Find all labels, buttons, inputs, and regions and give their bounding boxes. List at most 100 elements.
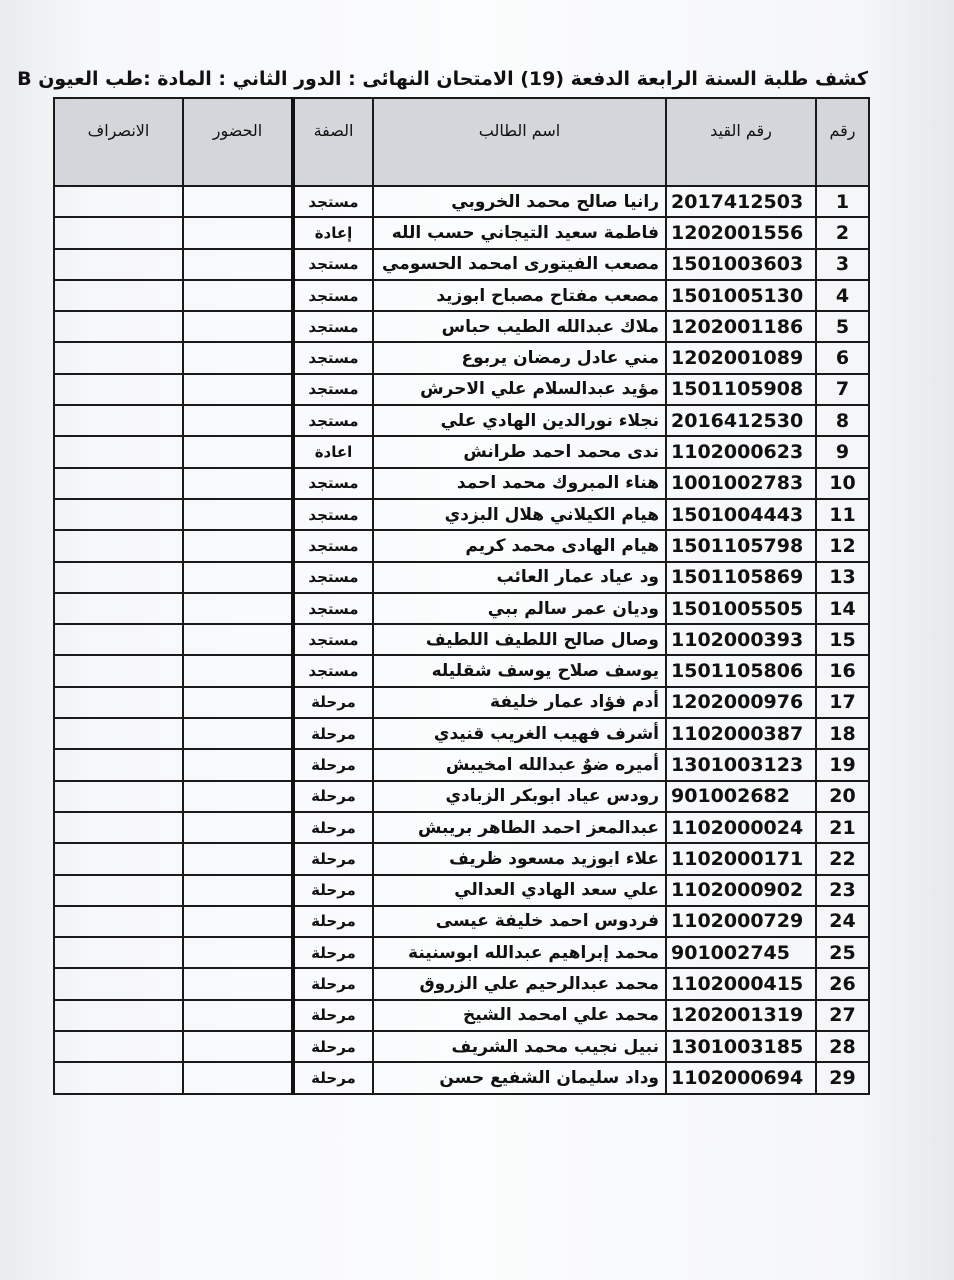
departure-cell <box>53 717 184 751</box>
table-row: 24 1102000729 فردوس احمد خليفة عيسى مرحلة <box>53 904 870 939</box>
attendance-cell <box>182 310 294 344</box>
student-status: مستجد <box>291 591 374 626</box>
departure-cell <box>53 216 184 250</box>
row-number: 16 <box>815 654 870 688</box>
registration-id: 1102000694 <box>665 1061 817 1095</box>
table-row: 15 1102000393 وصال صالح اللطيف اللطيف مستجد <box>53 623 870 657</box>
table-row: 27 1202001319 محمد علي امحمد الشيخ مرحلة <box>53 998 870 1033</box>
departure-cell <box>53 560 184 594</box>
table-row: 14 1501005505 وديان عمر سالم ببي مستجد <box>53 591 870 626</box>
header-departure: الانصراف <box>53 97 184 187</box>
row-number: 21 <box>815 810 870 845</box>
registration-id: 901002745 <box>665 936 817 970</box>
departure-cell <box>53 873 184 907</box>
registration-id: 1501003603 <box>665 247 817 281</box>
table-row: 22 1102000171 علاء ابوزيد مسعود ظريف مرحلة <box>53 842 870 876</box>
row-number: 10 <box>815 466 870 500</box>
table-row: 18 1102000387 أشرف فهيب الغريب قنيدي مرحلة <box>53 717 870 751</box>
departure-cell <box>53 967 184 1001</box>
table-row: 11 1501004443 هيام الكيلاني هلال البزدي مست… <box>53 497 870 532</box>
student-status: مستجد <box>291 623 374 657</box>
departure-cell <box>53 904 184 939</box>
attendance-cell <box>182 873 294 907</box>
student-name: ود عياد عمار العائب <box>372 560 667 594</box>
student-status: اعادة <box>291 435 374 469</box>
student-status: مرحلة <box>291 685 374 720</box>
departure-cell <box>53 247 184 281</box>
table-row: 1 2017412503 رانيا صالح محمد الخروبي مستجد <box>53 184 870 219</box>
student-status: مرحلة <box>291 998 374 1033</box>
attendance-cell <box>182 247 294 281</box>
registration-id: 1202001089 <box>665 341 817 375</box>
student-status: مرحلة <box>291 810 374 845</box>
student-status: مستجد <box>291 404 374 438</box>
departure-cell <box>53 278 184 313</box>
student-name: مصعب مفتاح مصباح ابوزيد <box>372 278 667 313</box>
student-status: مرحلة <box>291 779 374 813</box>
table-row: 28 1301003185 نبيل نجيب محمد الشريف مرحلة <box>53 1030 870 1064</box>
registration-id: 1102000024 <box>665 810 817 845</box>
student-name: مصعب الفيتورى امحمد الحسومي <box>372 247 667 281</box>
table-row: 17 1202000976 أدم فؤاد عمار خليفة مرحلة <box>53 685 870 720</box>
departure-cell <box>53 341 184 375</box>
student-name: أشرف فهيب الغريب قنيدي <box>372 717 667 751</box>
student-name: نبيل نجيب محمد الشريف <box>372 1030 667 1064</box>
registration-id: 1102000729 <box>665 904 817 939</box>
table-row: 16 1501105806 يوسف صلاح يوسف شقليله مستجد <box>53 654 870 688</box>
row-number: 6 <box>815 341 870 375</box>
student-status: مستجد <box>291 278 374 313</box>
row-number: 1 <box>815 184 870 219</box>
student-name: ندى محمد احمد طرانش <box>372 435 667 469</box>
registration-id: 1501105869 <box>665 560 817 594</box>
student-name: مؤيد عبدالسلام علي الاحرش <box>372 372 667 407</box>
attendance-cell <box>182 560 294 594</box>
student-name: فردوس احمد خليفة عيسى <box>372 904 667 939</box>
departure-cell <box>53 810 184 845</box>
student-status: مستجد <box>291 247 374 281</box>
student-status: مرحلة <box>291 748 374 782</box>
student-name: هيام الهادى محمد كريم <box>372 529 667 563</box>
table-row: 26 1102000415 محمد عبدالرحيم علي الزروق مرح… <box>53 967 870 1001</box>
row-number: 22 <box>815 842 870 876</box>
table-row: 13 1501105869 ود عياد عمار العائب مستجد <box>53 560 870 594</box>
row-number: 13 <box>815 560 870 594</box>
row-number: 25 <box>815 936 870 970</box>
row-number: 8 <box>815 404 870 438</box>
header-number: رقم <box>815 97 870 187</box>
header-attendance: الحضور <box>182 97 294 187</box>
departure-cell <box>53 497 184 532</box>
student-status: مرحلة <box>291 842 374 876</box>
registration-id: 2017412503 <box>665 184 817 219</box>
student-status: مرحلة <box>291 1061 374 1095</box>
registration-id: 1202000976 <box>665 685 817 720</box>
student-name: هناء المبروك محمد احمد <box>372 466 667 500</box>
table-header-row: رقم رقم القيد اسم الطالب الصفة الحضور ال… <box>53 97 870 187</box>
registration-id: 1202001556 <box>665 216 817 250</box>
attendance-cell <box>182 748 294 782</box>
departure-cell <box>53 623 184 657</box>
document-title: كشف طلبة السنة الرابعة الدفعة (19) الامت… <box>17 68 868 90</box>
row-number: 3 <box>815 247 870 281</box>
student-name: أميره ضوٌ عبدالله امخيبش <box>372 748 667 782</box>
table-row: 25 901002745 محمد إبراهيم عبدالله ابوسنينة… <box>53 936 870 970</box>
row-number: 18 <box>815 717 870 751</box>
table-row: 19 1301003123 أميره ضوٌ عبدالله امخيبش مرحل… <box>53 748 870 782</box>
registration-id: 1301003123 <box>665 748 817 782</box>
table-row: 9 1102000623 ندى محمد احمد طرانش اعادة <box>53 435 870 469</box>
table-row: 5 1202001186 ملاك عبدالله الطيب حباس مستجد <box>53 310 870 344</box>
departure-cell <box>53 591 184 626</box>
registration-id: 1102000387 <box>665 717 817 751</box>
attendance-cell <box>182 591 294 626</box>
table-row: 3 1501003603 مصعب الفيتورى امحمد الحسومي مس… <box>53 247 870 281</box>
row-number: 4 <box>815 278 870 313</box>
row-number: 17 <box>815 685 870 720</box>
student-name: رانيا صالح محمد الخروبي <box>372 184 667 219</box>
student-name: أدم فؤاد عمار خليفة <box>372 685 667 720</box>
student-name: نجلاء نورالدين الهادي علي <box>372 404 667 438</box>
row-number: 5 <box>815 310 870 344</box>
registration-id: 1001002783 <box>665 466 817 500</box>
header-registration-id: رقم القيد <box>665 97 817 187</box>
student-name: وداد سليمان الشفيع حسن <box>372 1061 667 1095</box>
departure-cell <box>53 936 184 970</box>
